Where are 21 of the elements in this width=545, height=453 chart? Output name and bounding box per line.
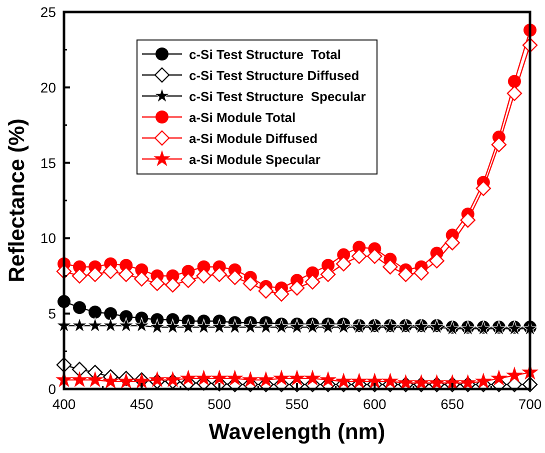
y-tick-label: 10 — [40, 230, 56, 246]
legend-label: a-Si Module Total — [189, 110, 296, 125]
y-axis-title: Reflectance (%) — [4, 118, 29, 282]
x-tick-label: 600 — [362, 396, 387, 412]
x-axis-title: Wavelength (nm) — [208, 419, 386, 444]
y-tick-label: 5 — [48, 306, 56, 322]
x-tick-label: 450 — [130, 396, 154, 412]
y-tick-label: 15 — [40, 154, 56, 171]
x-tick-label: 650 — [440, 396, 464, 412]
y-tick-label: 0 — [48, 381, 56, 397]
x-tick-label: 700 — [518, 396, 542, 412]
x-tick-label: 550 — [285, 396, 309, 412]
x-tick-label: 400 — [52, 396, 76, 412]
x-tick-label: 500 — [208, 396, 232, 412]
legend-label: a-Si Module Specular — [189, 152, 320, 167]
legend-label: a-Si Module Diffused — [189, 131, 318, 146]
legend-label: c-Si Test Structure Specular — [189, 89, 366, 104]
y-tick-label: 25 — [40, 4, 56, 20]
y-tick-label: 20 — [40, 79, 56, 96]
legend-label: c-Si Test Structure Diffused — [189, 68, 360, 83]
legend-label: c-Si Test Structure Total — [189, 47, 341, 62]
